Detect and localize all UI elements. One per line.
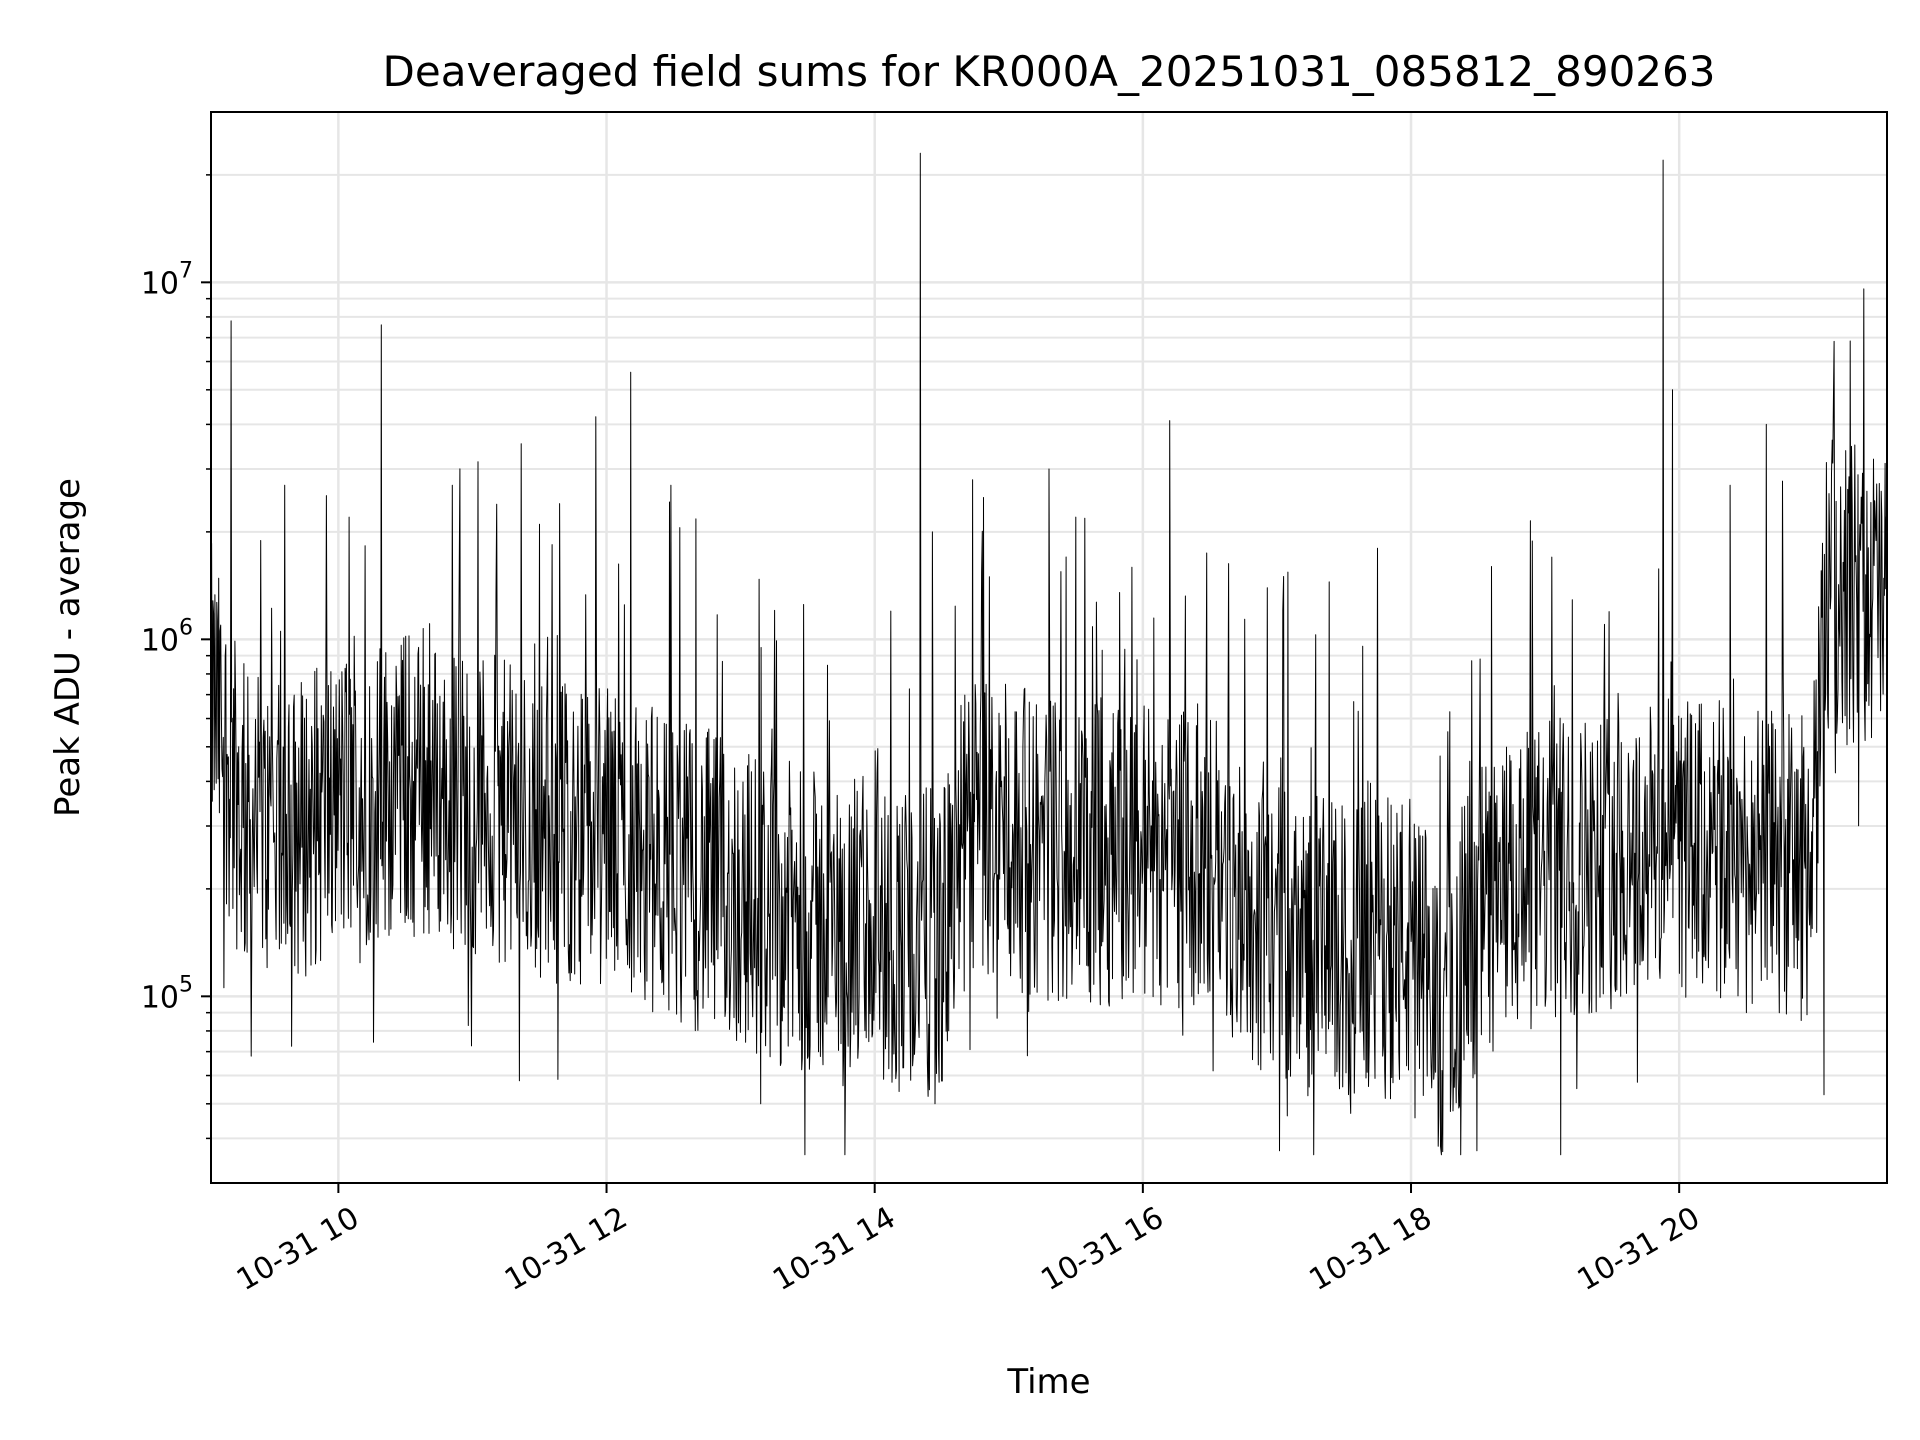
x-axis-title: Time xyxy=(1006,1362,1090,1402)
y-axis-title: Peak ADU - average xyxy=(48,478,88,817)
plot-area xyxy=(210,152,1888,1156)
y-tick-label: 106 xyxy=(141,615,193,658)
y-tick-label: 105 xyxy=(141,972,193,1015)
series-line xyxy=(210,152,1888,1156)
plot-frame xyxy=(210,111,1888,1184)
chart-title: Deaveraged field sums for KR000A_2025103… xyxy=(383,47,1716,96)
y-tick-label: 107 xyxy=(141,258,193,301)
